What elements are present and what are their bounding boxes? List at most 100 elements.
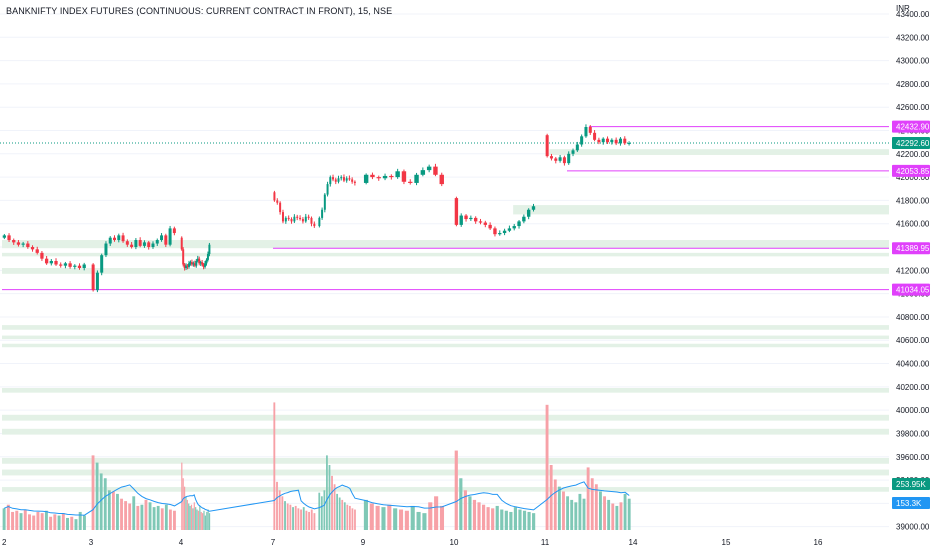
candle-body: [332, 177, 335, 180]
volume-bar: [82, 515, 86, 530]
candle: [584, 124, 588, 138]
volume-bar: [19, 513, 23, 530]
volume-bar: [15, 510, 19, 530]
candle: [382, 173, 388, 181]
candle: [193, 260, 196, 268]
candle-body: [426, 166, 432, 171]
candle: [190, 259, 193, 267]
candle-body: [63, 263, 68, 266]
volume-ma-line: [3, 481, 630, 516]
candle-body: [35, 249, 39, 253]
candle-body: [185, 265, 188, 268]
price-tick-label: 42200.00: [896, 150, 930, 159]
volume-bar: [144, 499, 148, 530]
candle-body: [554, 158, 558, 161]
price-tick-label: 39000.00: [896, 523, 930, 532]
volume-bar: [53, 514, 57, 530]
price-label: 41034.05: [892, 283, 930, 296]
candle-body: [100, 255, 104, 273]
volume-bar: [590, 478, 594, 530]
candle: [183, 262, 186, 271]
candle: [196, 255, 199, 263]
volume-bar: [410, 505, 415, 530]
candle: [389, 174, 394, 180]
candle: [91, 263, 95, 292]
candle: [117, 233, 121, 243]
candle-body: [296, 216, 299, 218]
volume-bar: [57, 515, 61, 530]
candle-body: [395, 171, 400, 178]
volume-bar: [354, 509, 356, 530]
candle-body: [190, 262, 193, 265]
candle: [469, 215, 473, 221]
volume-bar: [156, 505, 160, 530]
candle-body: [2, 235, 6, 238]
volume-bar: [398, 509, 404, 530]
candle-body: [290, 219, 293, 222]
candle: [483, 220, 488, 228]
candle: [512, 223, 516, 231]
candle-body: [323, 194, 326, 210]
volume-bar: [513, 507, 518, 530]
volume-bar: [527, 511, 531, 530]
candle-body: [433, 166, 438, 175]
candle-body: [601, 138, 605, 143]
candle-body: [562, 157, 566, 164]
candle: [401, 169, 407, 185]
candle-body: [610, 139, 614, 143]
volume-bar: [132, 496, 136, 530]
volume-bar: [518, 509, 522, 530]
candle: [310, 216, 313, 227]
candle: [21, 241, 25, 248]
candle: [376, 175, 381, 181]
candle-body: [164, 235, 168, 245]
time-tick-label: 4: [179, 538, 184, 547]
candle-body: [318, 217, 321, 227]
candle-body: [117, 235, 121, 241]
volume-bar: [348, 505, 351, 530]
volume-bar: [459, 478, 463, 530]
volume-label-text: 153.3K: [896, 499, 922, 508]
volume-bar: [566, 496, 570, 530]
volume-bar: [148, 502, 152, 530]
price-tick-label: 39800.00: [896, 429, 930, 438]
volume-bar: [331, 475, 333, 530]
volume-bar: [623, 493, 627, 530]
volume-bar: [404, 510, 409, 530]
candle-body: [276, 200, 279, 203]
time-tick-label: 11: [541, 538, 550, 547]
candle-body: [584, 127, 588, 137]
candle-body: [567, 153, 571, 164]
candle: [318, 216, 321, 228]
candle-body: [134, 240, 138, 248]
candle: [593, 130, 597, 142]
candle: [321, 207, 324, 220]
volume-bar: [578, 493, 582, 530]
candle-body: [202, 264, 205, 267]
candle: [73, 264, 77, 270]
candle: [464, 214, 468, 222]
volume-bar: [278, 490, 281, 530]
volume-bar: [95, 462, 99, 530]
volume-bar: [99, 473, 103, 530]
volume-bar: [294, 505, 297, 530]
candle-body: [307, 216, 310, 218]
candle: [342, 174, 345, 183]
candle: [558, 154, 562, 163]
candle-body: [304, 216, 307, 222]
candle: [125, 239, 129, 247]
volume-bar: [336, 493, 339, 530]
candle: [284, 216, 287, 224]
volume-bar: [181, 462, 183, 530]
volume-bar: [200, 511, 202, 530]
zone-band: [2, 252, 889, 257]
candle: [348, 175, 351, 181]
candle-body: [121, 235, 125, 242]
volume-bar: [192, 508, 194, 530]
volume-bar: [369, 503, 374, 530]
price-tick-label: 42600.00: [896, 103, 930, 112]
volume-bar: [186, 499, 188, 530]
volume-bar: [32, 515, 36, 530]
